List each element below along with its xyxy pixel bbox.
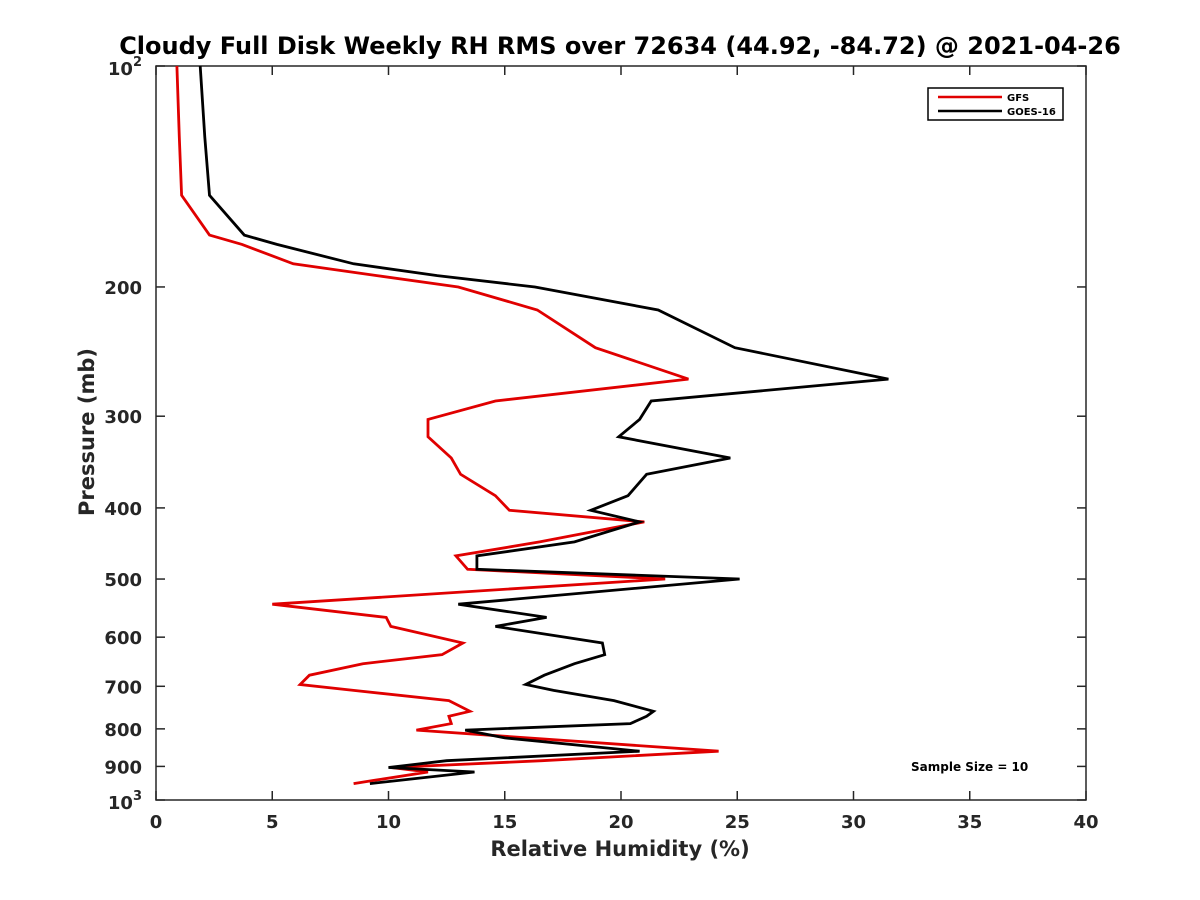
y-tick-label: 600 xyxy=(104,628,142,649)
series-line-goes16 xyxy=(198,65,889,785)
y-tick-label: 700 xyxy=(104,677,142,698)
y-tick-label: 103 xyxy=(108,789,142,814)
legend-label-gfs: GFS xyxy=(1007,93,1029,104)
x-tick-label: 35 xyxy=(957,812,982,833)
x-tick-label: 0 xyxy=(150,812,163,833)
x-axis-ticks: 0 5 10 15 20 25 30 35 40 xyxy=(150,66,1099,833)
series-lines xyxy=(175,65,889,785)
y-tick-label: 900 xyxy=(104,757,142,778)
x-tick-label: 15 xyxy=(492,812,517,833)
x-axis-label: Relative Humidity (%) xyxy=(490,837,749,861)
legend-label-goes16: GOES-16 xyxy=(1007,107,1056,118)
y-tick-label: 102 xyxy=(108,55,142,80)
x-tick-label: 25 xyxy=(725,812,750,833)
y-tick-label: 400 xyxy=(104,499,142,520)
y-tick-label: 800 xyxy=(104,720,142,741)
y-tick-label: 500 xyxy=(104,570,142,591)
x-tick-label: 40 xyxy=(1073,812,1098,833)
y-axis-ticks: 102 200 300 400 500 600 700 800 900 103 xyxy=(104,55,1086,814)
legend: GFS GOES-16 xyxy=(927,87,1064,121)
plot-area: 0 5 10 15 20 25 30 35 40 102 200 300 400 500 600 700 80… xyxy=(104,55,1098,833)
x-tick-label: 5 xyxy=(266,812,279,833)
y-tick-label: 200 xyxy=(104,278,142,299)
legend-box xyxy=(927,87,1064,121)
sample-size-annotation: Sample Size = 10 xyxy=(911,760,1028,774)
chart-title: Cloudy Full Disk Weekly RH RMS over 7263… xyxy=(119,32,1121,60)
y-axis-label: Pressure (mb) xyxy=(75,348,99,516)
x-tick-label: 20 xyxy=(608,812,633,833)
series-line-gfs xyxy=(175,65,719,785)
y-tick-label: 300 xyxy=(104,407,142,428)
x-tick-label: 30 xyxy=(841,812,866,833)
x-tick-label: 10 xyxy=(376,812,401,833)
